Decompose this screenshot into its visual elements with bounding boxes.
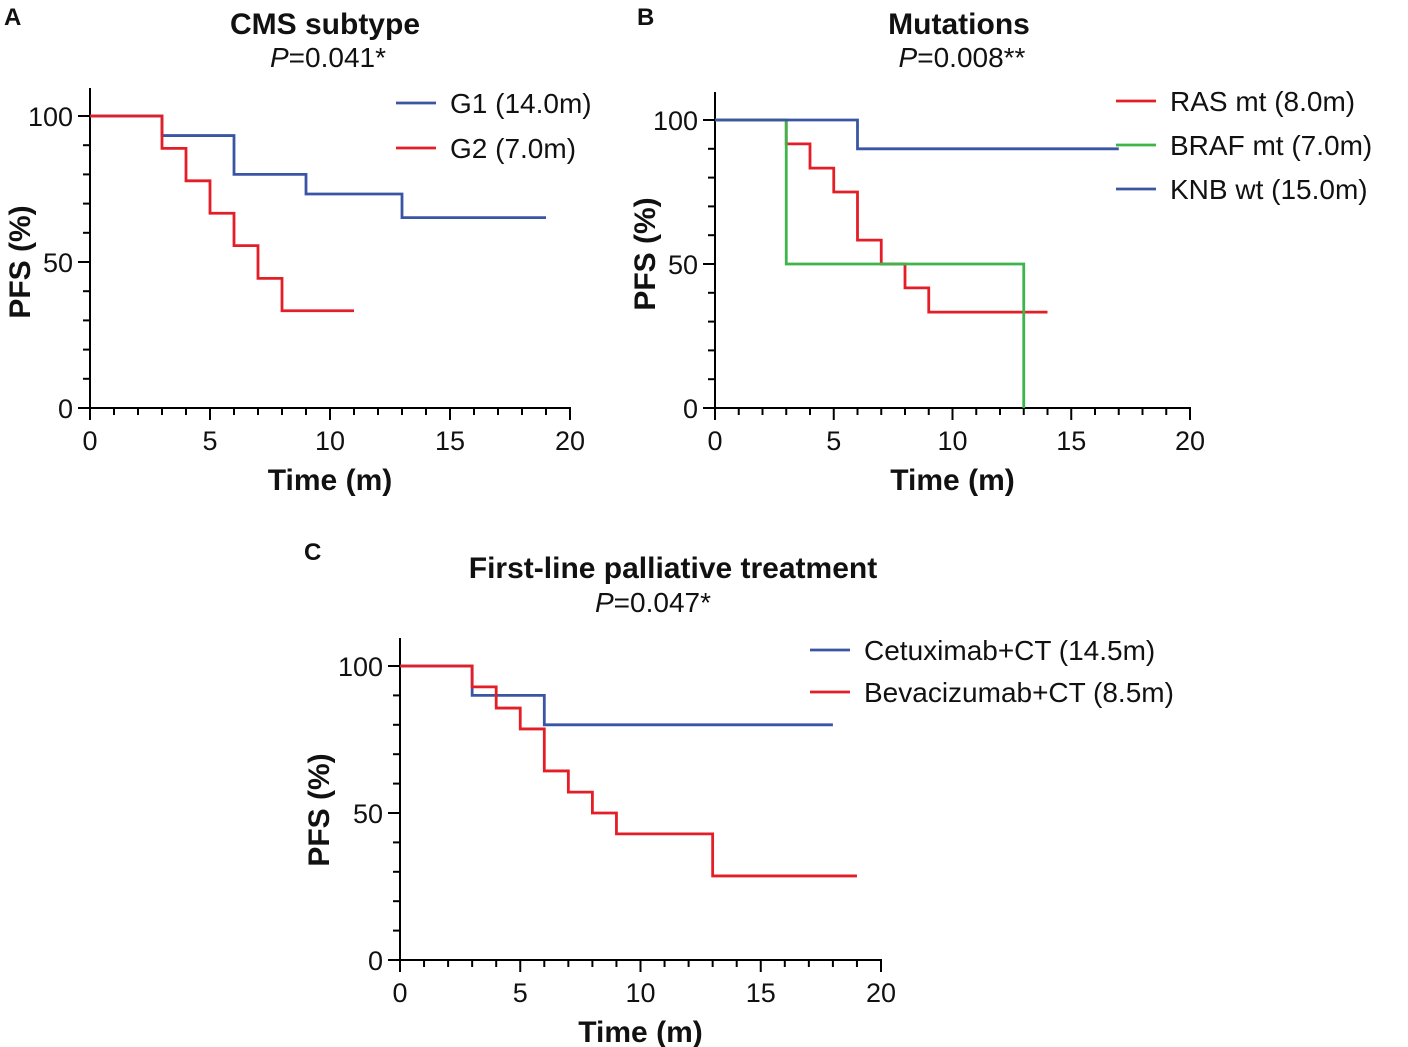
x-tick-label: 5 <box>513 978 528 1008</box>
y-tick-label: 100 <box>653 106 698 136</box>
x-tick-label: 10 <box>315 426 345 456</box>
y-tick-label: 50 <box>668 250 698 280</box>
survival-curve <box>90 114 354 313</box>
p-value-text: =0.041* <box>288 42 387 73</box>
survival-curve <box>715 118 1026 408</box>
km-chart: 0 5 10 15 20 0 50 100 Time (m) PFS (%) RAS mt (8.0… <box>629 86 1372 497</box>
legend-label: KNB wt (15.0m) <box>1170 174 1368 205</box>
legend-label: G1 (14.0m) <box>450 88 592 119</box>
x-tick-label: 15 <box>1056 426 1086 456</box>
x-tick-label: 15 <box>435 426 465 456</box>
legend-label: G2 (7.0m) <box>450 133 576 164</box>
panel-label: A <box>4 4 22 31</box>
survival-curve <box>400 664 857 878</box>
chart-title: CMS subtype <box>229 8 421 41</box>
x-tick-label: 20 <box>1175 426 1205 456</box>
survival-curve <box>715 118 1048 314</box>
x-tick-label: 5 <box>826 426 841 456</box>
survival-curve <box>400 664 833 727</box>
y-tick-label: 100 <box>28 102 73 132</box>
y-axis-label: PFS (%) <box>4 205 37 318</box>
x-tick-label: 0 <box>707 426 722 456</box>
x-tick-label: 0 <box>82 426 97 456</box>
x-tick-label: 20 <box>866 978 896 1008</box>
chart-title: First-line palliative treatment <box>468 552 878 585</box>
p-value: P=0.008** <box>899 42 1026 74</box>
y-tick-label: 100 <box>338 652 383 682</box>
panel-c: C First-line palliative treatment P=0.04… <box>0 520 1408 1047</box>
legend-label: Cetuximab+CT (14.5m) <box>864 635 1155 666</box>
p-value: P=0.047* <box>595 587 711 619</box>
panel-label: B <box>637 4 655 31</box>
p-value: P=0.041* <box>270 42 386 74</box>
km-chart: 0 5 10 15 20 0 50 100 Time (m) PFS (%) G1 (14.0m) G… <box>4 88 592 497</box>
x-tick-label: 15 <box>746 978 776 1008</box>
panel-b: B Mutations P=0.008** 0 5 10 15 20 0 50 100 Time… <box>0 0 1408 520</box>
p-label: P <box>898 42 918 73</box>
km-chart: 0 5 10 15 20 0 50 100 Time (m) PFS (%) Cetuximab+C… <box>303 635 1174 1047</box>
p-value-text: =0.047* <box>613 587 712 618</box>
x-tick-label: 0 <box>392 978 407 1008</box>
panel-label: C <box>304 539 322 566</box>
y-tick-label: 0 <box>368 946 383 976</box>
survival-curve <box>715 118 1119 151</box>
y-axis-label: PFS (%) <box>629 197 662 310</box>
p-label: P <box>594 587 614 618</box>
chart-title: Mutations <box>888 8 1030 41</box>
y-tick-label: 0 <box>58 394 73 424</box>
y-tick-label: 0 <box>683 394 698 424</box>
y-tick-label: 50 <box>43 248 73 278</box>
p-value-text: =0.008** <box>917 42 1026 73</box>
x-axis-label: Time (m) <box>268 464 392 497</box>
x-axis-label: Time (m) <box>578 1016 702 1047</box>
panel-a: A CMS subtype P=0.041* 0 5 10 15 20 0 50 100 Tim… <box>0 0 704 520</box>
x-axis-label: Time (m) <box>890 464 1014 497</box>
legend-label: RAS mt (8.0m) <box>1170 86 1355 117</box>
x-tick-label: 10 <box>625 978 655 1008</box>
p-label: P <box>269 42 289 73</box>
x-tick-label: 5 <box>202 426 217 456</box>
legend-label: BRAF mt (7.0m) <box>1170 130 1372 161</box>
legend-label: Bevacizumab+CT (8.5m) <box>864 677 1174 708</box>
y-axis-label: PFS (%) <box>303 753 336 866</box>
x-tick-label: 10 <box>937 426 967 456</box>
y-tick-label: 50 <box>353 799 383 829</box>
x-tick-label: 20 <box>555 426 585 456</box>
